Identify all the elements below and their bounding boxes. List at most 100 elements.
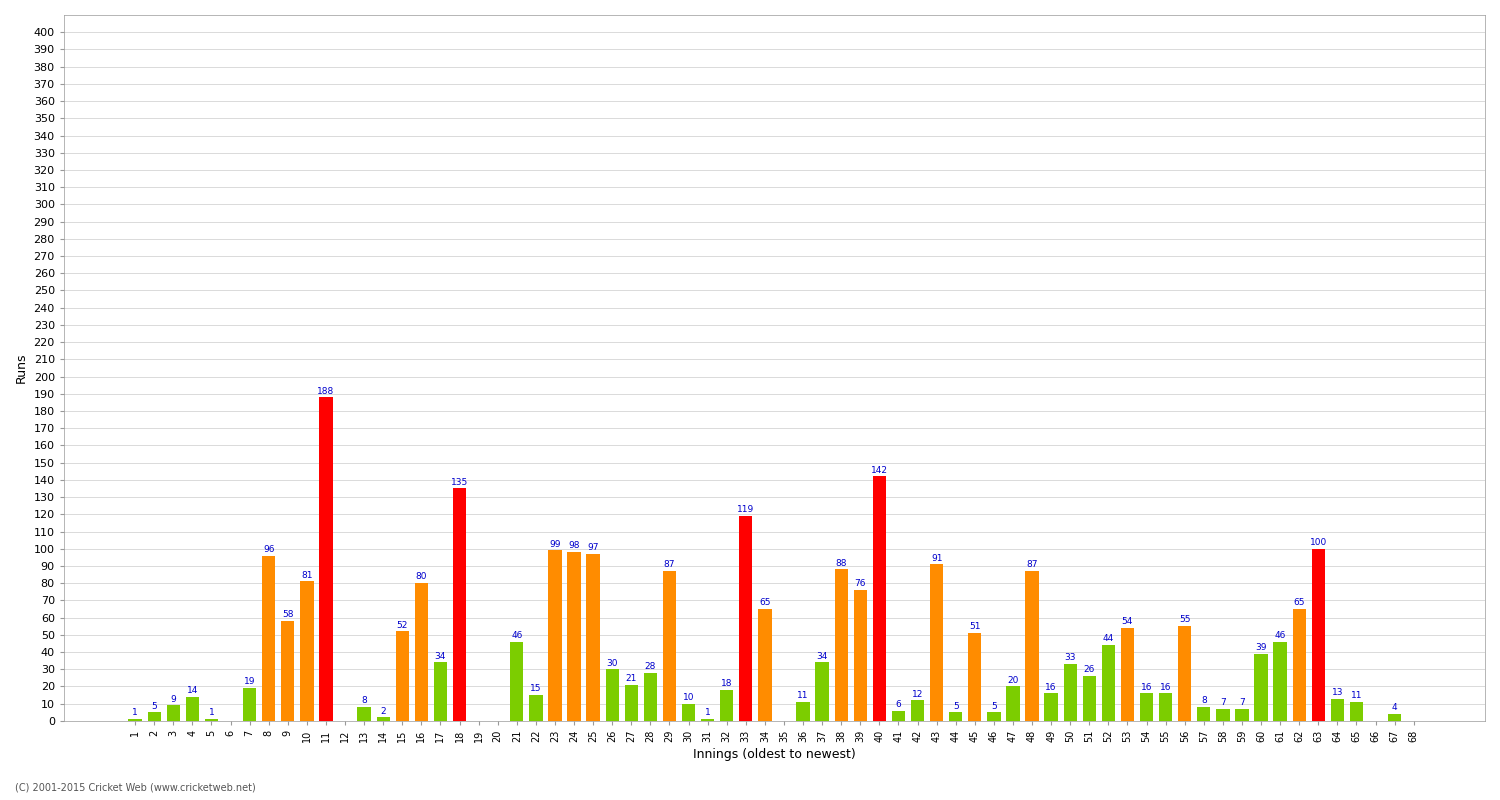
- Text: 4: 4: [1392, 703, 1398, 712]
- Bar: [816, 662, 830, 721]
- Text: 55: 55: [1179, 615, 1191, 625]
- Bar: [1007, 686, 1020, 721]
- Bar: [644, 673, 657, 721]
- Text: 1: 1: [209, 709, 214, 718]
- Text: 135: 135: [452, 478, 468, 486]
- Text: 12: 12: [912, 690, 922, 698]
- Text: 76: 76: [855, 579, 865, 588]
- Text: 1: 1: [705, 709, 711, 718]
- Bar: [606, 670, 619, 721]
- Text: 9: 9: [171, 694, 176, 704]
- Bar: [530, 695, 543, 721]
- Bar: [892, 710, 904, 721]
- Text: 16: 16: [1142, 682, 1152, 692]
- Bar: [300, 582, 313, 721]
- Bar: [567, 552, 580, 721]
- Text: 14: 14: [186, 686, 198, 695]
- Bar: [243, 688, 256, 721]
- Bar: [586, 554, 600, 721]
- Bar: [758, 609, 771, 721]
- Bar: [206, 719, 218, 721]
- Bar: [1026, 571, 1038, 721]
- Text: 97: 97: [588, 543, 598, 552]
- Bar: [1350, 702, 1364, 721]
- Bar: [873, 477, 886, 721]
- Bar: [510, 642, 524, 721]
- Bar: [950, 712, 963, 721]
- Text: (C) 2001-2015 Cricket Web (www.cricketweb.net): (C) 2001-2015 Cricket Web (www.cricketwe…: [15, 782, 255, 792]
- Text: 91: 91: [932, 554, 942, 562]
- Text: 100: 100: [1310, 538, 1328, 547]
- Bar: [376, 718, 390, 721]
- Text: 8: 8: [362, 697, 368, 706]
- Text: 5: 5: [952, 702, 958, 710]
- Text: 8: 8: [1202, 697, 1206, 706]
- Text: 11: 11: [1350, 691, 1362, 700]
- Text: 87: 87: [663, 561, 675, 570]
- Text: 142: 142: [871, 466, 888, 474]
- Text: 58: 58: [282, 610, 294, 619]
- Bar: [414, 583, 428, 721]
- Bar: [987, 712, 1000, 721]
- Text: 16: 16: [1046, 682, 1058, 692]
- Text: 87: 87: [1026, 561, 1038, 570]
- Bar: [1388, 714, 1401, 721]
- Text: 65: 65: [1293, 598, 1305, 607]
- Text: 7: 7: [1239, 698, 1245, 707]
- Text: 6: 6: [896, 700, 902, 709]
- Bar: [740, 516, 753, 721]
- Bar: [1044, 694, 1058, 721]
- Bar: [1197, 707, 1210, 721]
- Text: 5: 5: [152, 702, 157, 710]
- Bar: [968, 633, 981, 721]
- Bar: [1274, 642, 1287, 721]
- Bar: [549, 550, 561, 721]
- Text: 11: 11: [798, 691, 808, 700]
- Bar: [834, 570, 848, 721]
- Text: 81: 81: [302, 570, 312, 580]
- Text: 16: 16: [1160, 682, 1172, 692]
- Text: 13: 13: [1332, 688, 1342, 697]
- Text: 96: 96: [262, 545, 274, 554]
- Text: 46: 46: [512, 631, 522, 640]
- Text: 65: 65: [759, 598, 771, 607]
- Bar: [357, 707, 370, 721]
- Bar: [1083, 676, 1096, 721]
- Bar: [453, 489, 466, 721]
- Bar: [1101, 645, 1114, 721]
- Bar: [166, 706, 180, 721]
- Text: 188: 188: [318, 386, 334, 395]
- Text: 15: 15: [530, 684, 542, 694]
- Bar: [1178, 626, 1191, 721]
- Text: 18: 18: [722, 679, 732, 688]
- Bar: [1064, 664, 1077, 721]
- Bar: [1293, 609, 1306, 721]
- Text: 99: 99: [549, 540, 561, 549]
- Bar: [1236, 709, 1248, 721]
- Text: 10: 10: [682, 693, 694, 702]
- Bar: [700, 719, 714, 721]
- Text: 88: 88: [836, 558, 848, 568]
- Text: 26: 26: [1083, 666, 1095, 674]
- Text: 39: 39: [1256, 643, 1268, 652]
- Bar: [624, 685, 638, 721]
- Text: 1: 1: [132, 709, 138, 718]
- Bar: [396, 631, 410, 721]
- Text: 51: 51: [969, 622, 981, 631]
- Text: 80: 80: [416, 573, 428, 582]
- Bar: [280, 621, 294, 721]
- Text: 20: 20: [1008, 676, 1019, 685]
- Text: 34: 34: [435, 652, 445, 661]
- Bar: [129, 719, 142, 721]
- Text: 19: 19: [244, 678, 255, 686]
- Bar: [930, 564, 944, 721]
- Bar: [682, 704, 694, 721]
- Bar: [1311, 549, 1324, 721]
- Text: 28: 28: [645, 662, 656, 671]
- Text: 54: 54: [1122, 618, 1132, 626]
- Bar: [186, 697, 200, 721]
- Y-axis label: Runs: Runs: [15, 353, 28, 383]
- Text: 5: 5: [992, 702, 998, 710]
- Bar: [433, 662, 447, 721]
- Bar: [262, 556, 276, 721]
